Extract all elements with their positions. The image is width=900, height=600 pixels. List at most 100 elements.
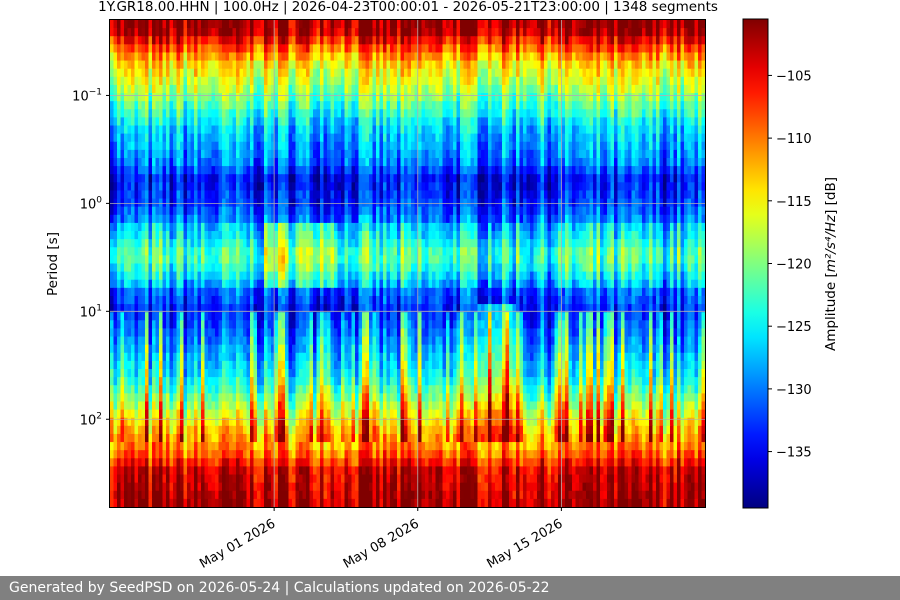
- heatmap-cell: [281, 149, 286, 159]
- heatmap-cell: [663, 174, 668, 183]
- heatmap-cell: [607, 28, 612, 37]
- heatmap-cell: [680, 141, 685, 151]
- heatmap-cell: [166, 93, 171, 102]
- heatmap-cell: [533, 214, 538, 224]
- heatmap-cell: [687, 222, 692, 232]
- heatmap-cell: [582, 247, 587, 256]
- heatmap-cell: [124, 76, 129, 86]
- heatmap-cell: [271, 117, 276, 127]
- heatmap-cell: [197, 28, 202, 37]
- heatmap-cell: [673, 125, 678, 135]
- heatmap-cell: [341, 214, 346, 224]
- heatmap-cell: [652, 52, 657, 62]
- heatmap-cell: [376, 247, 381, 256]
- heatmap-cell: [155, 109, 160, 118]
- heatmap-cell: [337, 141, 342, 151]
- heatmap-cell: [117, 198, 122, 208]
- heatmap-cell: [197, 182, 202, 192]
- heatmap-cell: [390, 68, 395, 78]
- heatmap-cell: [232, 20, 237, 29]
- heatmap-cell: [446, 84, 451, 94]
- heatmap-cell: [110, 222, 115, 232]
- heatmap-cell: [551, 157, 556, 167]
- heatmap-cell: [435, 247, 440, 256]
- heatmap-cell: [666, 166, 671, 175]
- heatmap-cell: [442, 68, 447, 78]
- heatmap-cell: [516, 60, 521, 70]
- heatmap-cell: [421, 198, 426, 208]
- heatmap-cell: [148, 36, 153, 45]
- heatmap-cell: [558, 133, 563, 143]
- heatmap-cell: [442, 133, 447, 143]
- heatmap-cell: [481, 198, 486, 208]
- heatmap-cell: [250, 222, 255, 232]
- heatmap-cell: [218, 101, 223, 110]
- heatmap-cell: [407, 117, 412, 127]
- heatmap-cell: [166, 198, 171, 208]
- heatmap-cell: [474, 36, 479, 45]
- heatmap-cell: [239, 182, 244, 192]
- heatmap-cell: [631, 28, 636, 37]
- heatmap-cell: [463, 20, 468, 29]
- heatmap-cell: [194, 68, 199, 78]
- heatmap-cell: [274, 182, 279, 192]
- heatmap-cell: [120, 125, 125, 135]
- heatmap-cell: [372, 149, 377, 159]
- heatmap-cell: [652, 133, 657, 143]
- heatmap-cell: [474, 68, 479, 78]
- heatmap-cell: [687, 149, 692, 159]
- heatmap-cell: [316, 117, 321, 127]
- heatmap-cell: [183, 190, 188, 200]
- heatmap-cell: [278, 190, 283, 200]
- heatmap-cell: [113, 60, 118, 70]
- heatmap-cell: [197, 68, 202, 78]
- heatmap-cell: [316, 20, 321, 29]
- heatmap-cell: [463, 206, 468, 216]
- heatmap-cell: [120, 174, 125, 183]
- heatmap-cell: [124, 109, 129, 118]
- heatmap-cell: [610, 52, 615, 62]
- heatmap-cell: [159, 101, 164, 110]
- heatmap-cell: [449, 36, 454, 45]
- heatmap-cell: [449, 141, 454, 151]
- heatmap-cell: [575, 247, 580, 256]
- heatmap-cell: [309, 255, 314, 265]
- heatmap-cell: [369, 93, 374, 102]
- heatmap-cell: [292, 101, 297, 110]
- heatmap-cell: [407, 190, 412, 200]
- heatmap-cell: [264, 68, 269, 78]
- heatmap-cell: [470, 190, 475, 200]
- heatmap-cell: [575, 182, 580, 192]
- heatmap-cell: [649, 182, 654, 192]
- heatmap-cell: [488, 76, 493, 86]
- heatmap-cell: [187, 101, 192, 110]
- heatmap-cell: [456, 214, 461, 224]
- heatmap-cell: [624, 60, 629, 70]
- heatmap-cell: [155, 149, 160, 159]
- heatmap-cell: [407, 231, 412, 240]
- heatmap-cell: [358, 101, 363, 110]
- heatmap-cell: [355, 28, 360, 37]
- heatmap-cell: [645, 222, 650, 232]
- heatmap-cell: [418, 109, 423, 118]
- heatmap-cell: [659, 239, 664, 248]
- heatmap-cell: [239, 247, 244, 256]
- heatmap-cell: [673, 52, 678, 62]
- heatmap-cell: [481, 20, 486, 29]
- heatmap-cell: [400, 44, 405, 54]
- heatmap-cell: [299, 198, 304, 208]
- heatmap-cell: [677, 117, 682, 127]
- heatmap-cell: [379, 28, 384, 37]
- heatmap-cell: [341, 222, 346, 232]
- heatmap-cell: [152, 239, 157, 248]
- heatmap-cell: [236, 198, 241, 208]
- heatmap-cell: [204, 166, 209, 175]
- heatmap-cell: [299, 101, 304, 110]
- heatmap-cell: [621, 28, 626, 37]
- heatmap-cell: [397, 28, 402, 37]
- heatmap-cell: [327, 36, 332, 45]
- heatmap-cell: [239, 36, 244, 45]
- heatmap-cell: [411, 20, 416, 29]
- heatmap-cell: [243, 20, 248, 29]
- heatmap-cell: [635, 125, 640, 135]
